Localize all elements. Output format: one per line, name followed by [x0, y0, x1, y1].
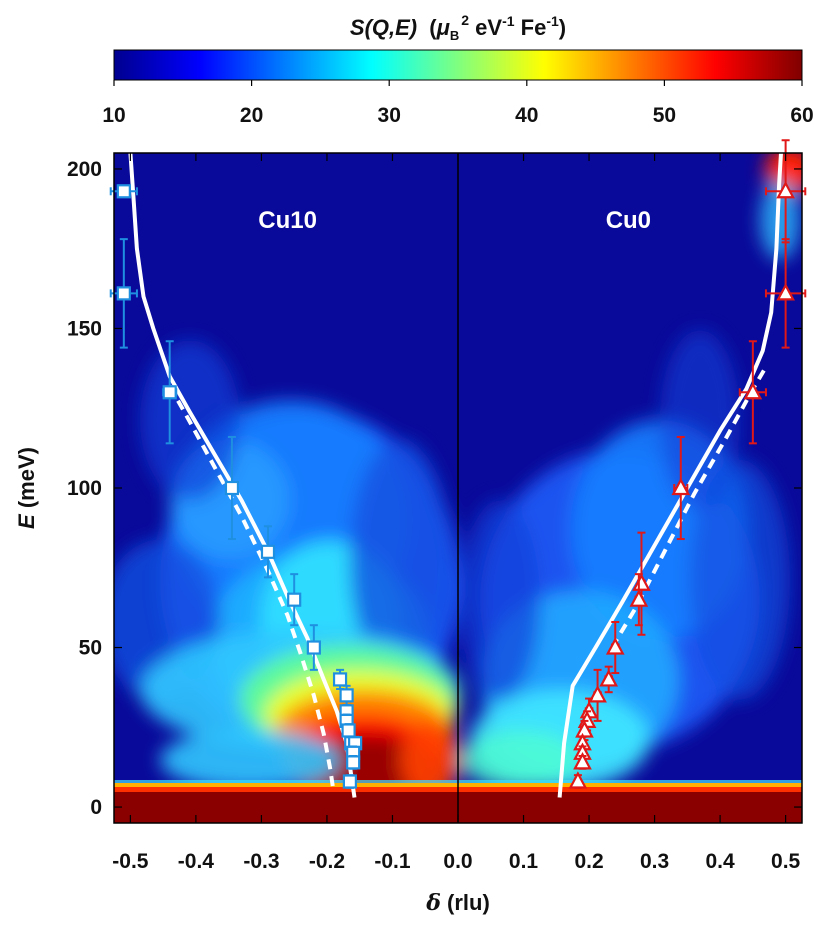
triangle-marker: [764, 238, 807, 349]
y-tick-label: 150: [67, 317, 102, 340]
x-tick-label: 0.4: [705, 850, 735, 873]
x-tick-label: 0.2: [574, 850, 603, 873]
square-marker: [341, 723, 356, 738]
square-point: [346, 755, 361, 770]
x-tick-label: 0.0: [443, 850, 472, 873]
triangle-marker: [671, 435, 691, 541]
y-tick-label: 100: [67, 477, 102, 500]
x-tick-label: -0.2: [309, 850, 345, 873]
colorbar-tick-label: 20: [240, 104, 263, 127]
x-tick-label: 0.3: [640, 850, 669, 873]
square-marker: [260, 525, 276, 579]
x-tick-label: 0.5: [771, 850, 801, 873]
triangle-marker: [629, 573, 649, 627]
triangle-point: [599, 669, 619, 687]
square-point: [341, 723, 356, 738]
triangle-marker: [632, 531, 651, 636]
square-point: [116, 286, 131, 301]
triangle-marker: [599, 665, 619, 694]
triangle-point: [588, 685, 607, 703]
colorbar-tick-label: 30: [378, 104, 401, 127]
triangle-point: [776, 283, 795, 301]
y-axis-ticks: 0 50 100 150 200: [67, 158, 802, 819]
x-axis-ticks: -0.5 -0.4 -0.3 -0.2 -0.1 0.0 0.1 0.2 0.3 0.4 0.5: [112, 153, 801, 873]
triangle-marker: [588, 668, 607, 722]
colorbar-tick-label: 10: [102, 104, 125, 127]
square-marker: [224, 435, 240, 541]
x-tick-label: -0.3: [243, 850, 279, 873]
x-tick-label: -0.4: [178, 850, 215, 873]
triangle-point: [605, 637, 625, 655]
x-axis-label: δ (rlu): [425, 890, 490, 916]
square-point: [339, 688, 354, 703]
y-tick-label: 200: [67, 158, 102, 181]
triangle-marker: [573, 752, 592, 770]
square-point: [116, 184, 131, 199]
y-tick-label: 50: [79, 637, 102, 660]
x-tick-label: 0.1: [509, 850, 539, 873]
heatmap: [114, 153, 802, 823]
square-marker: [109, 238, 138, 349]
square-marker: [109, 184, 138, 199]
square-point: [162, 385, 177, 400]
colorbar-title: S(Q,E) (μB2 eV-1 Fe-1): [350, 12, 566, 43]
y-axis-label: E (meV): [14, 447, 39, 529]
dashed-curve: [167, 384, 336, 792]
square-point: [224, 480, 240, 496]
square-marker: [346, 755, 361, 770]
triangle-marker: [605, 621, 625, 675]
square-marker: [162, 340, 178, 445]
square-marker: [339, 684, 354, 706]
panel-label-cu10: Cu10: [258, 207, 317, 234]
square-point: [342, 774, 357, 789]
triangle-marker: [738, 340, 767, 445]
y-tick-label: 0: [90, 796, 102, 819]
triangle-point: [629, 589, 649, 607]
colorbar: [113, 49, 803, 81]
x-tick-label: -0.1: [374, 850, 411, 873]
square-point: [306, 640, 321, 655]
panel-label-cu0: Cu0: [606, 207, 651, 234]
colorbar-ticks: 10 20 30 40 50 60: [102, 80, 814, 127]
square-point: [287, 592, 302, 607]
triangle-point: [632, 573, 651, 591]
triangle-point: [743, 381, 763, 400]
triangle-marker: [568, 771, 588, 789]
triangle-point: [573, 752, 592, 770]
colorbar-tick-label: 50: [653, 104, 676, 127]
colorbar-tick-label: 60: [790, 104, 813, 127]
solid-curve: [557, 153, 783, 798]
square-point: [260, 544, 276, 559]
triangle-point: [671, 477, 691, 496]
square-marker: [306, 624, 321, 671]
colorbar-tick-label: 40: [515, 104, 538, 127]
triangle-point: [568, 771, 588, 789]
x-tick-label: -0.5: [112, 850, 149, 873]
square-point: [332, 672, 348, 687]
data-points: [109, 139, 807, 789]
triangle-point: [776, 180, 795, 199]
square-marker: [287, 573, 302, 627]
square-marker: [342, 774, 357, 789]
